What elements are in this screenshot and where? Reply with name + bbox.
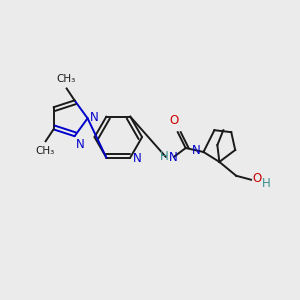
Text: O: O [169,114,178,127]
Text: H: H [262,177,271,190]
Text: N: N [76,138,84,151]
Text: N: N [169,152,178,164]
Text: H: H [160,150,168,163]
Text: N: N [90,111,98,124]
Text: O: O [252,172,261,185]
Text: CH₃: CH₃ [56,74,75,84]
Text: N: N [192,143,200,157]
Text: CH₃: CH₃ [35,146,54,156]
Text: N: N [133,152,142,165]
